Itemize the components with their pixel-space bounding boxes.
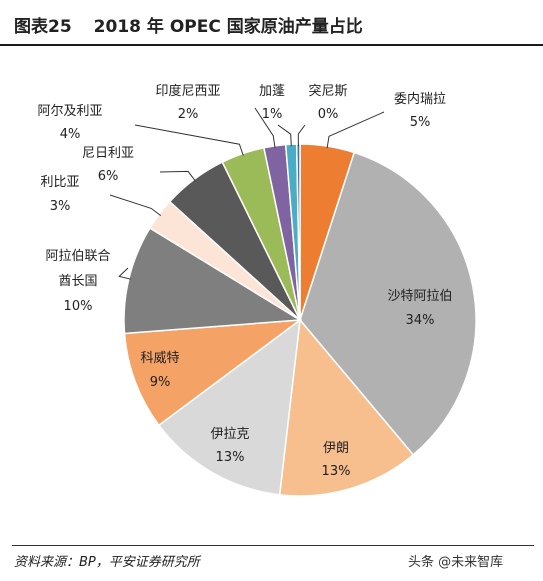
slice-value-label-9: 4% bbox=[60, 127, 81, 142]
leader-line-7 bbox=[109, 194, 162, 217]
slice-value-label-1: 5% bbox=[410, 115, 431, 130]
pie-slice-5 bbox=[123, 319, 303, 427]
leader-line-6 bbox=[118, 267, 131, 280]
slice-label-6-line-2: 酋长国 bbox=[58, 273, 97, 289]
slice-label-9: 阿尔及利亚 bbox=[37, 104, 102, 119]
figure-header: 图表25 2018 年 OPEC 国家原油产量占比 bbox=[0, 0, 543, 46]
pie-slice-4 bbox=[157, 318, 301, 496]
figure-title-text: 2018 年 OPEC 国家原油产量占比 bbox=[93, 17, 363, 37]
slice-value-label-6: 10% bbox=[64, 299, 93, 314]
slice-value-label-4: 13% bbox=[216, 450, 245, 465]
leader-line-10 bbox=[254, 107, 276, 148]
slice-value-label-8: 6% bbox=[98, 169, 119, 184]
slice-label-2: 沙特阿拉伯 bbox=[387, 289, 452, 304]
slice-value-label-3: 13% bbox=[322, 464, 351, 479]
figure-title: 图表25 2018 年 OPEC 国家原油产量占比 bbox=[14, 12, 363, 37]
slice-label-3: 伊朗 bbox=[323, 441, 349, 456]
leader-line-11 bbox=[277, 124, 292, 147]
slice-label-6-line-1: 阿拉伯联合 bbox=[45, 249, 110, 264]
source-note: 资料来源：BP，平安证券研究所 bbox=[14, 555, 200, 570]
slice-label-4: 伊拉克 bbox=[210, 427, 249, 442]
slice-label-5: 科威特 bbox=[140, 351, 179, 366]
figure-number: 图表25 bbox=[14, 17, 72, 37]
slice-value-label-2: 34% bbox=[406, 313, 435, 328]
footer-divider bbox=[12, 545, 534, 546]
leader-line-12 bbox=[297, 124, 306, 147]
slice-label-8: 尼日利亚 bbox=[82, 146, 134, 161]
slice-label-12: 突尼斯 bbox=[308, 83, 347, 99]
leader-line-1 bbox=[326, 111, 385, 149]
pie-slice-3 bbox=[278, 318, 415, 497]
slice-label-11: 加蓬 bbox=[259, 84, 285, 99]
slice-value-label-12: 0% bbox=[318, 107, 339, 122]
slice-value-label-7: 3% bbox=[50, 199, 71, 214]
leader-line-9 bbox=[134, 124, 244, 156]
watermark: 头条 @未来智库 bbox=[408, 555, 504, 570]
slice-label-1: 委内瑞拉 bbox=[394, 91, 446, 107]
leader-line-8 bbox=[159, 170, 196, 182]
slice-label-10: 印度尼西亚 bbox=[155, 83, 220, 99]
slice-value-label-11: 1% bbox=[262, 107, 283, 122]
pie-slice-2 bbox=[299, 151, 477, 456]
slice-value-label-5: 9% bbox=[150, 375, 171, 390]
slice-value-label-10: 2% bbox=[178, 107, 199, 122]
slice-label-7: 利比亚 bbox=[40, 175, 79, 190]
